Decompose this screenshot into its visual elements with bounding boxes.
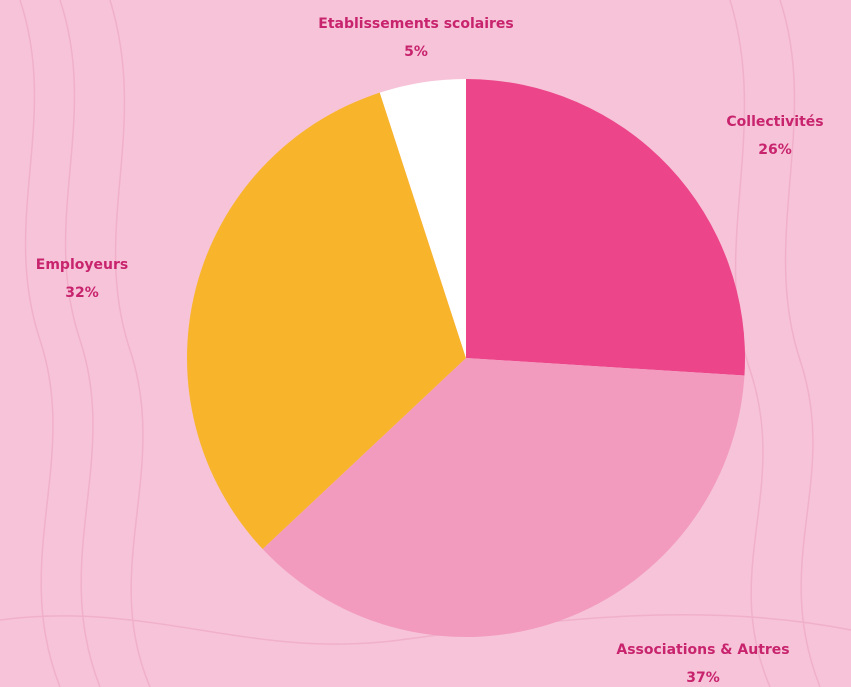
pie-slice (466, 79, 745, 376)
pie-slice (186, 92, 466, 549)
slice-label: Collectivités (726, 114, 823, 130)
slice-value-label: 37% (686, 670, 720, 686)
slice-value-label: 32% (65, 285, 99, 301)
slice-label: Employeurs (36, 257, 128, 273)
slice-value-label: 26% (758, 142, 792, 158)
slice-label: Etablissements scolaires (318, 16, 513, 32)
pie-slice (262, 358, 745, 638)
slice-label: Associations & Autres (616, 642, 789, 658)
slice-value-label: 5% (404, 44, 428, 60)
pie-slice (379, 79, 466, 358)
